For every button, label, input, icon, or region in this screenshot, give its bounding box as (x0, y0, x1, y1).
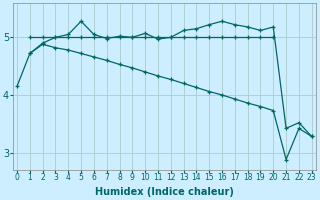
X-axis label: Humidex (Indice chaleur): Humidex (Indice chaleur) (95, 187, 234, 197)
